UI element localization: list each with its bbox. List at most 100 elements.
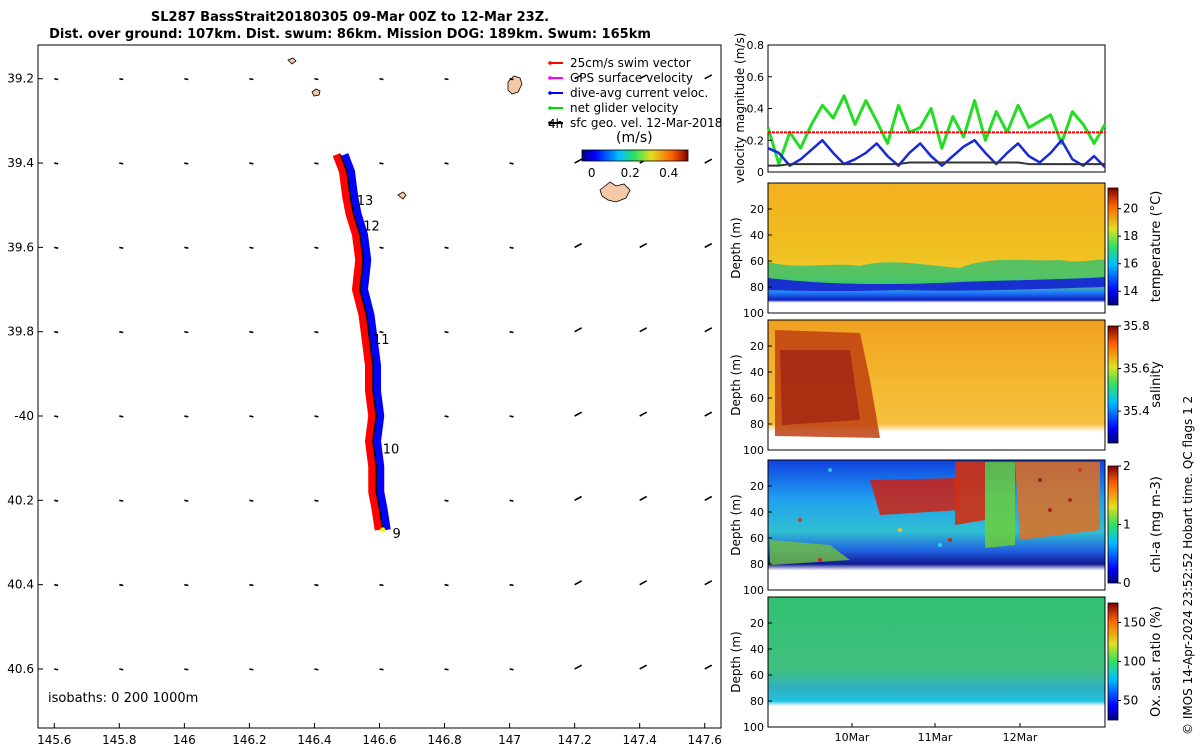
depth-axis-label: Depth (m) [729,631,743,692]
sfc-velocity-arrow [184,668,189,671]
sfc-velocity-arrow [509,499,514,502]
velocity-y-tick-label: 0.4 [747,103,765,116]
island-2 [507,75,523,95]
map-x-tick-label: 146.4 [297,733,331,747]
velocity-y-tick-label: 0.6 [747,71,765,84]
map-x-tick-label: 146.2 [232,733,266,747]
sfc-velocity-arrow [314,246,319,249]
chla-sample-dot [1078,468,1082,472]
section-panels [767,182,1119,728]
sfc-velocity-arrow [444,246,449,249]
sfc-velocity-arrow [119,499,124,502]
swim-vector-band [332,153,383,531]
day-label: 9 [393,527,401,542]
depth-tick-label: 80 [750,281,764,294]
sfc-velocity-arrow [119,162,124,165]
legend-label: net glider velocity [570,101,678,115]
map-x-tick-label: 147.4 [623,733,657,747]
island-5 [287,57,297,65]
sfc-velocity-arrow [119,415,124,418]
sfc-velocity-arrow [574,158,583,164]
temperature-axes-box [767,182,1106,314]
surface-velocity-arrows [54,74,713,671]
island-1 [311,88,321,97]
map-colorbar-ticks: 0 0.2 0.4 [588,166,678,180]
sfc-velocity-arrow [704,580,713,586]
salinity-colorbar [1107,325,1119,444]
sfc-velocity-arrow [184,499,189,502]
day-label: 13 [357,194,374,209]
day-label: 12 [363,219,380,234]
sfc-velocity-arrow [184,77,189,81]
colorbar-tick-label: 35.6 [1123,362,1150,376]
sfc-velocity-arrow [444,415,449,418]
island-4 [397,191,407,200]
day-label: 10 [383,443,400,458]
glider-track-line [339,154,384,530]
sfc-velocity-arrow [574,74,583,80]
land-masses [287,57,631,203]
colorbar-label: temperature (°C) [1149,191,1164,303]
sfc-velocity-arrow [704,74,713,80]
chla-panel [767,459,1119,591]
chla-sample-dot [938,543,942,547]
day-labels: 13 12 11 10 9 [357,194,401,542]
map-x-tick-label: 145.6 [37,733,71,747]
sfc-velocity-arrow [704,664,713,670]
chla-sample-dot [818,558,822,562]
time-tick-label: 12Mar [1003,731,1038,744]
legend-swatch-dot [548,61,552,65]
temperature-field [768,183,1105,313]
chla-mid-patch-2 [770,540,850,565]
map-x-tick-label: 146.8 [427,733,461,747]
sfc-velocity-arrow [314,330,319,334]
sfc-velocity-arrow [379,246,384,249]
colorbar-tick-label: 2 [1123,459,1131,473]
depth-tick-label: 100 [743,444,764,457]
sfc-velocity-arrow [249,246,254,249]
colorbar-tick-label: 1 [1123,518,1131,532]
depth-tick-label: 60 [750,255,764,268]
glider-track [332,153,391,533]
map-x-tick-label: 147 [498,733,521,747]
sfc-velocity-arrow [639,411,648,417]
sfc-velocity-arrow [379,77,384,81]
velocity-y-tick-label: 0 [757,166,764,179]
sfc-velocity-arrow [249,162,254,165]
chart-title-line2: Dist. over ground: 107km. Dist. swum: 86… [49,27,651,42]
island-3 [599,181,631,203]
depth-axis-label: Depth (m) [729,354,743,415]
colorbar-tick-label: 0 [1123,576,1131,590]
colorbar-label: chl-a (mg m-3) [1149,476,1164,573]
sfc-velocity-arrow [639,242,648,249]
colorbar-tick-label: 35.8 [1123,319,1150,333]
sfc-velocity-arrow [574,411,583,417]
velocity-series [766,94,1107,169]
colorbar-tick-label: 20 [1123,202,1138,216]
sfc-velocity-arrow [444,162,449,165]
map-colorbar-tick: 0.2 [621,166,640,180]
sfc-velocity-arrow [249,415,254,418]
depth-axis-label: Depth (m) [729,494,743,555]
sfc-velocity-arrow [314,415,319,418]
sfc-velocity-arrow [574,664,583,670]
temperature-cold-bottom [768,277,1105,292]
depth-tick-label: 40 [750,229,764,242]
time-tick-label: 10Mar [835,731,870,744]
colorbar-tick-label: 100 [1123,655,1146,669]
chla-colorbar [1107,465,1119,584]
oxygen-colorbar [1107,602,1119,721]
map-x-tick-label: 146.6 [362,733,396,747]
sfc-velocity-arrow [509,330,514,334]
sfc-velocity-arrow [379,162,384,165]
sfc-velocity-arrow [444,668,449,671]
map-y-tick-label: 40.6 [7,662,34,676]
sfc-velocity-arrow [574,495,583,502]
depth-tick-label: 20 [750,203,764,216]
sfc-velocity-arrow [314,668,319,671]
temperature-panel [767,182,1119,314]
sfc-velocity-arrow [54,499,59,502]
